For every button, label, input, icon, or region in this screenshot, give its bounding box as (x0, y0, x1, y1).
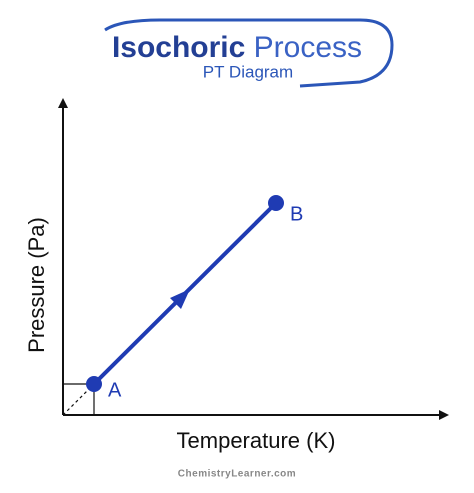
banner-swoosh (104, 18, 394, 88)
x-axis-label: Temperature (K) (177, 428, 336, 453)
subtitle: PT Diagram (203, 62, 293, 81)
point-a (86, 376, 102, 392)
point-b (268, 195, 284, 211)
y-axis-label: Pressure (Pa) (24, 217, 49, 353)
direction-arrow (170, 289, 190, 309)
label-a: A (108, 379, 122, 401)
label-b: B (290, 203, 303, 225)
title: Isochoric Process (112, 31, 362, 64)
footer-credit: ChemistryLearner.com (178, 469, 296, 480)
